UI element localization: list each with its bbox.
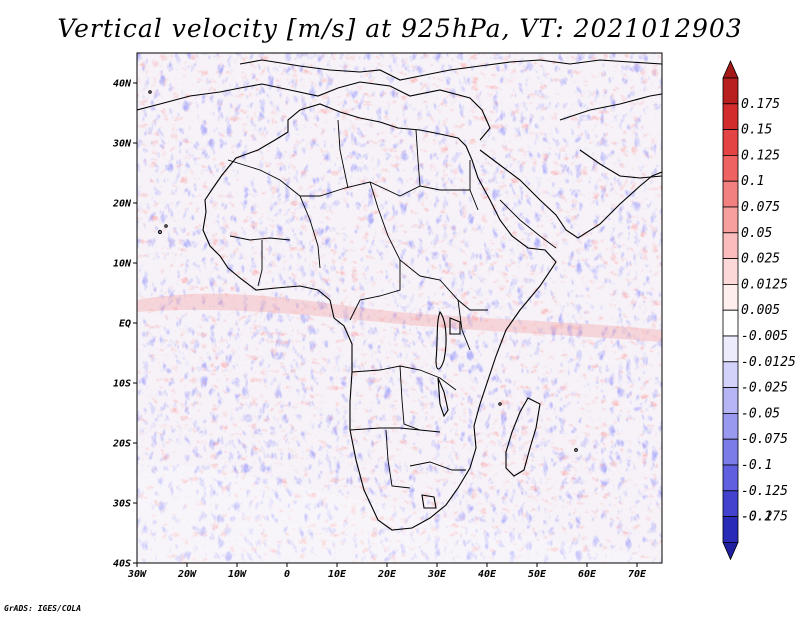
lon-tick-label: 10W (228, 569, 247, 580)
lon-tick-label: 30E (427, 569, 447, 580)
colorbar-swatch (722, 258, 739, 285)
lat-tick-label: 10N (113, 259, 132, 270)
colorbar-label: -0.075 (741, 432, 788, 447)
latitude-axis: 40N 30N 20N 10N EQ 10S 20S 30S 40S (112, 79, 137, 570)
colorbar-label: -0.1 (741, 458, 772, 473)
colorbar-swatch (722, 283, 739, 311)
lat-tick-label: 20N (112, 199, 132, 210)
colorbar-label: -0.05 (741, 406, 780, 421)
colorbar-top-arrow (722, 60, 739, 79)
vertical-velocity-field (137, 53, 662, 563)
colorbar-label: 0.05 (741, 226, 772, 241)
colorbar-label: -0.2 (741, 510, 772, 525)
footer-credit: GrADS: IGES/COLA (4, 604, 82, 613)
colorbar-label: 0.005 (741, 303, 780, 318)
lon-tick-label: 60E (578, 569, 597, 580)
coastlines (137, 59, 662, 531)
colorbar-label: 0.15 (741, 123, 772, 138)
longitude-axis: 30W 20W 10W 0 10E 20E 30E 40E 50E 60E 70E (127, 563, 647, 580)
lat-tick-label: 30S (112, 499, 131, 510)
colorbar-label: -0.0125 (741, 355, 796, 370)
colorbar-swatch (722, 387, 739, 414)
africa-coastline (202, 103, 557, 531)
lon-tick-label: 0 (284, 569, 290, 580)
colorbar-swatch (722, 206, 739, 234)
colorbar-swatch (722, 361, 739, 388)
colorbar-swatch (722, 77, 739, 105)
lat-tick-label: 10S (113, 379, 131, 390)
europe-coastline (137, 81, 491, 141)
map-frame (136, 52, 663, 564)
colorbar-swatch (722, 232, 739, 260)
colorbar-label: -0.175 (741, 510, 788, 525)
colorbar-label: 0.1 (741, 174, 764, 189)
colorbar-swatch (722, 438, 739, 466)
colorbar-swatch (722, 129, 739, 156)
colorbar-swatch (722, 490, 739, 517)
colorbar-swatch (722, 516, 739, 543)
colorbar-swatch (722, 309, 739, 337)
lat-tick-label: 20S (112, 439, 131, 450)
arabia-coastline (479, 149, 662, 239)
chart-title: Vertical velocity [m/s] at 925hPa, VT: 2… (57, 14, 743, 43)
lat-tick-label: 30N (112, 139, 132, 150)
colorbar-label: -0.125 (741, 484, 788, 499)
lon-tick-label: 70E (628, 569, 647, 580)
lat-tick-label: 40N (113, 79, 132, 90)
lon-tick-label: 10E (328, 569, 347, 580)
lat-tick-label: 40S (113, 559, 131, 570)
colorbar-swatch (722, 180, 739, 208)
lon-tick-label: 20W (177, 569, 197, 580)
colorbar-swatch (722, 335, 739, 363)
colorbar-swatch (722, 154, 739, 182)
lon-tick-label: 40E (478, 569, 497, 580)
colorbar-bottom-arrow (722, 542, 739, 561)
colorbar-swatch (722, 412, 739, 440)
colorbar-label: 0.125 (741, 148, 780, 163)
lon-tick-label: 50E (528, 569, 547, 580)
colorbar: 0.175 0.15 0.125 0.1 0.075 0.05 0.025 0.0125 0.0… (722, 60, 796, 561)
colorbar-label: 0.075 (741, 200, 780, 215)
colorbar-label: -0.025 (741, 381, 788, 396)
lon-tick-label: 20E (377, 569, 397, 580)
colorbar-label: 0.175 (741, 97, 780, 112)
colorbar-label: 0.025 (741, 252, 780, 267)
madagascar-coastline (505, 397, 541, 477)
colorbar-label: -0.005 (741, 329, 788, 344)
lat-tick-label: EQ (119, 319, 131, 330)
lon-tick-label: 30W (127, 569, 147, 580)
colorbar-swatch (722, 103, 739, 131)
colorbar-label: 0.0125 (741, 277, 788, 292)
colorbar-swatch (722, 464, 739, 492)
